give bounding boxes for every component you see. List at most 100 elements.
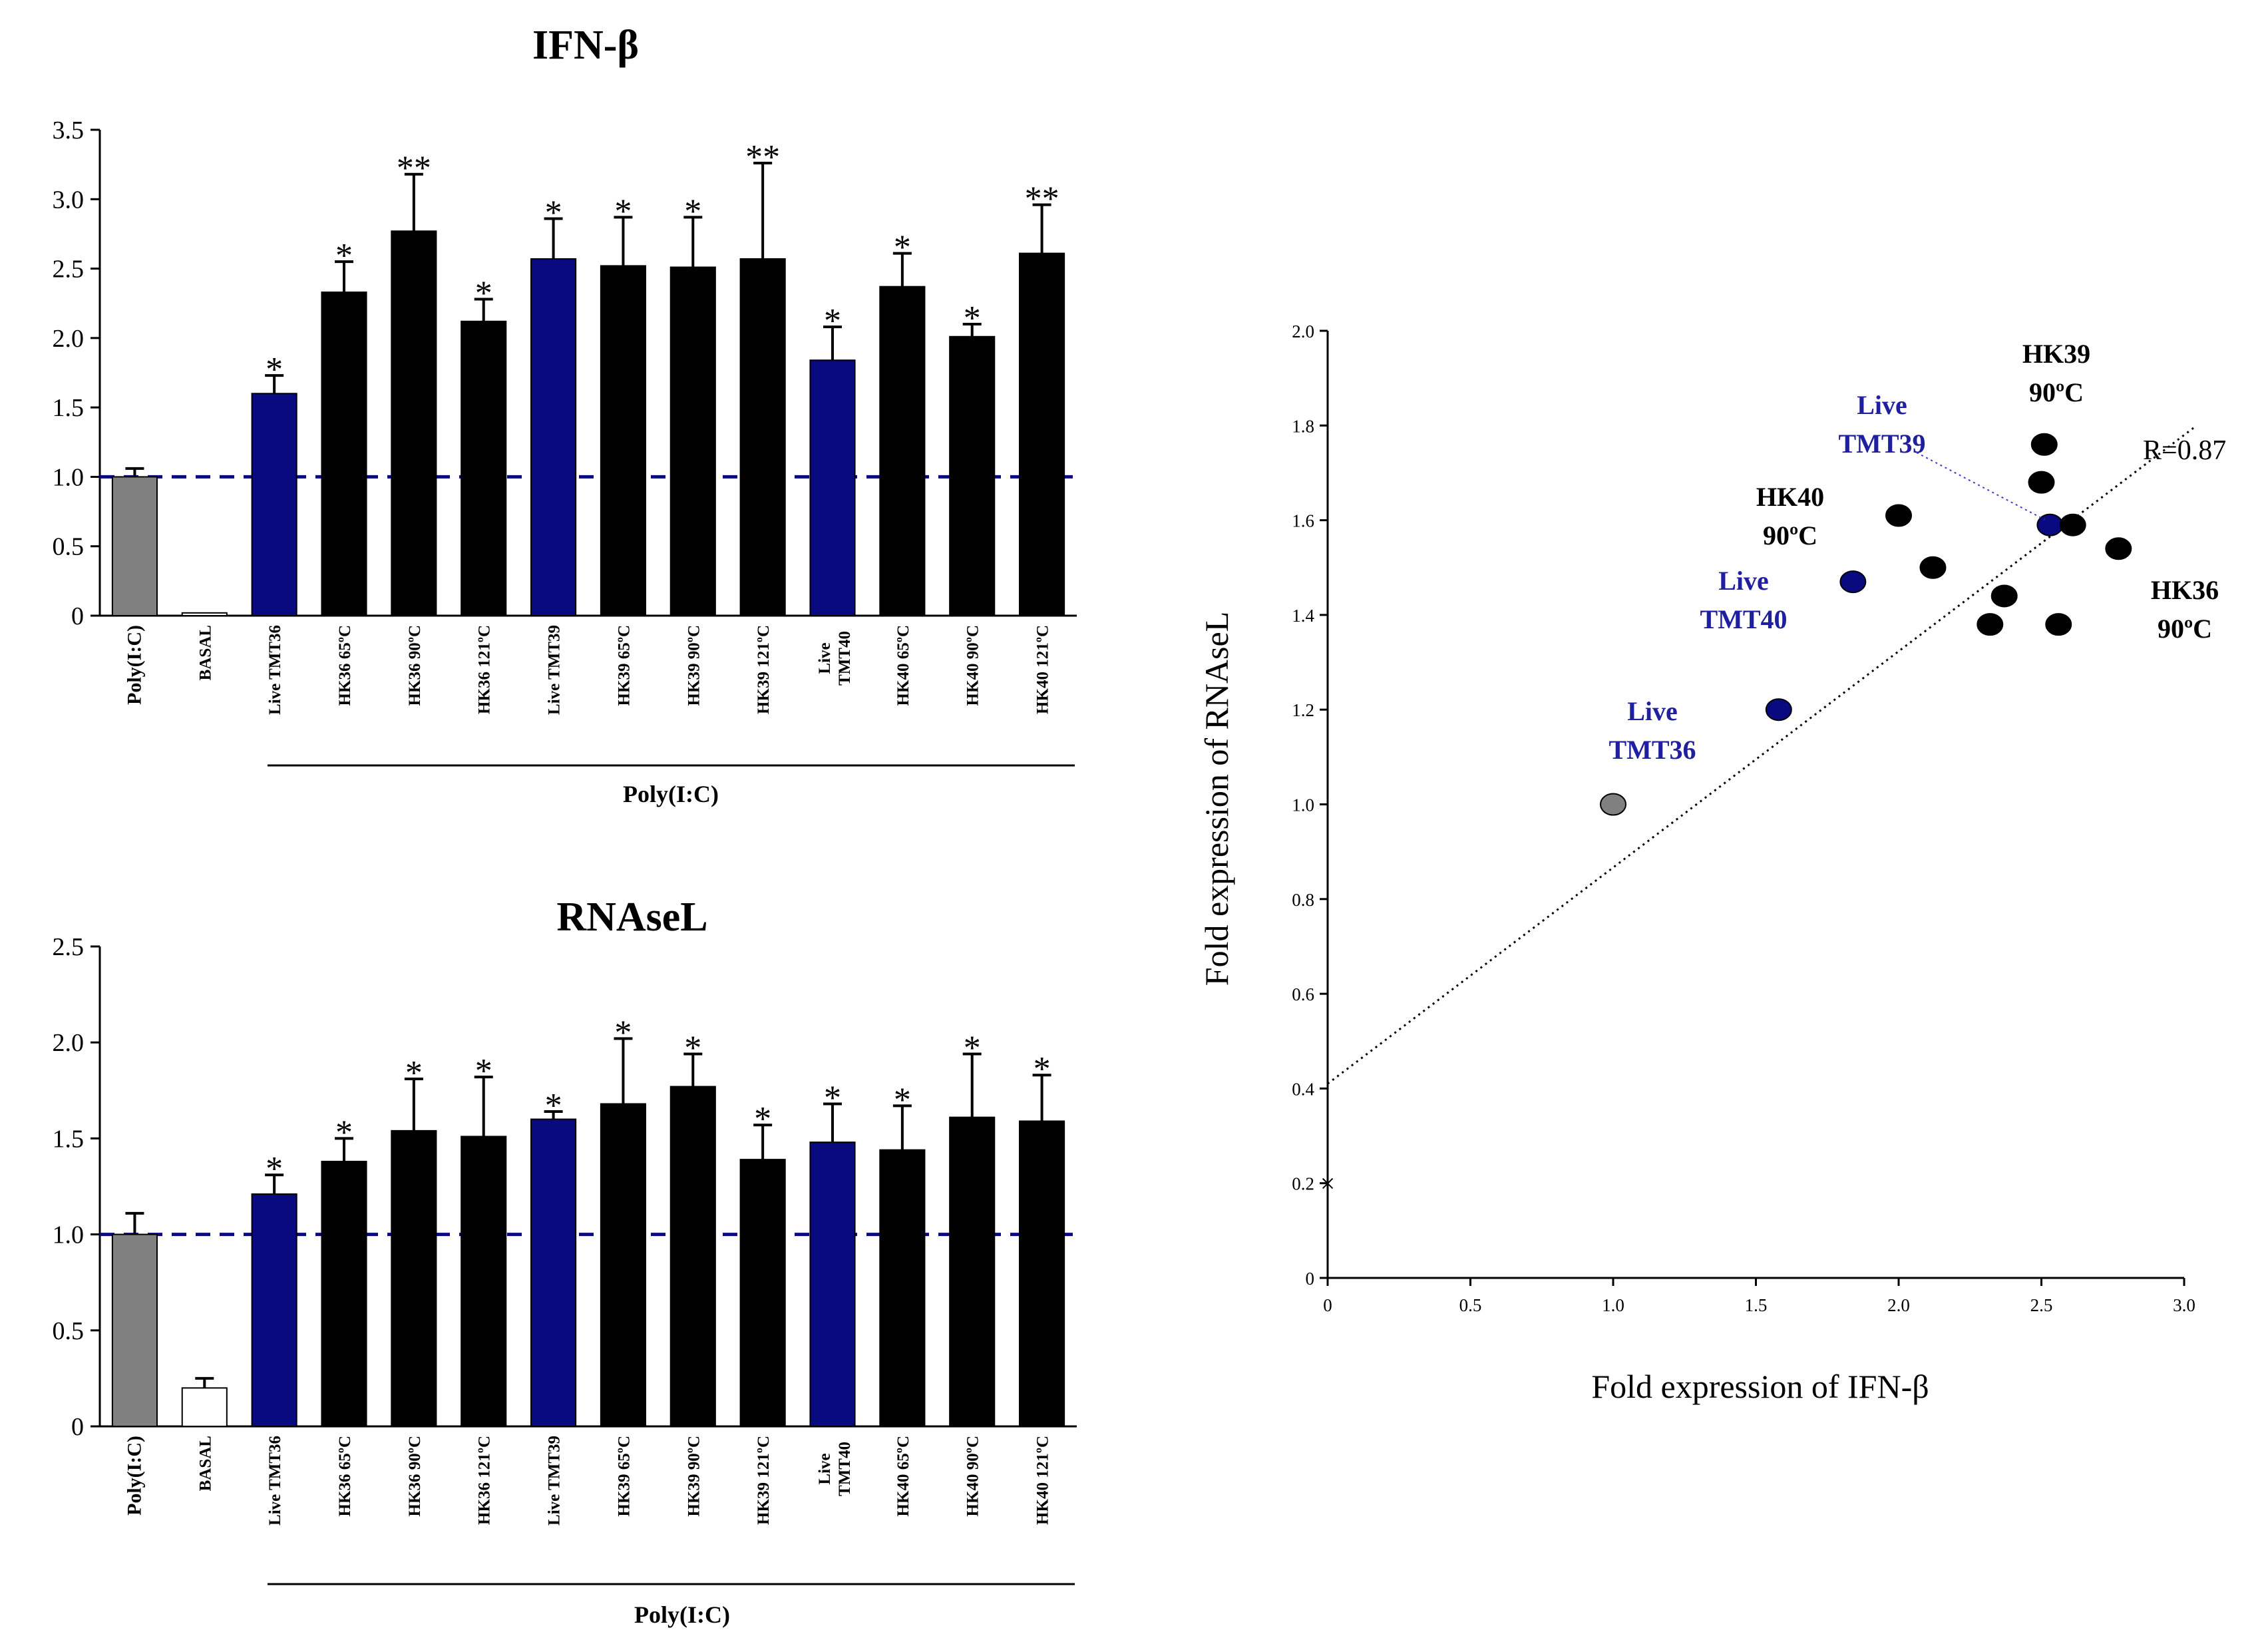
significance-marker: * [894, 229, 911, 267]
category-label: HK40 121ºC [1034, 1436, 1052, 1525]
category-label: HK36 121ºC [476, 1436, 494, 1525]
category-label: HK40 90ºC [964, 1436, 982, 1516]
ifn-beta-bar-chart: IFN-β ****** * ******** 00.51.01.52.02.53.… [53, 23, 1077, 807]
y-tick-label: 0 [71, 602, 84, 630]
y-tick-label: 2.0 [53, 1029, 85, 1057]
significance-marker: * [894, 1081, 911, 1119]
significance-marker: * [545, 194, 562, 232]
scatter-y-tick-label: 0.8 [1292, 890, 1314, 910]
scatter-y-tick-label: 0.4 [1292, 1079, 1314, 1099]
category-label: Live TMT36 [266, 625, 284, 715]
bar [530, 1118, 577, 1428]
scatter-point [2030, 433, 2058, 456]
y-tick-label: 2.5 [53, 256, 85, 284]
point-annotation: TMT40 [1700, 604, 1787, 634]
category-label: HK36 65ºC [336, 625, 354, 706]
bar [530, 258, 577, 616]
significance-marker: * [824, 1079, 841, 1117]
bar [739, 258, 786, 616]
category-label: HK40 90ºC [964, 625, 982, 706]
category-label: TMT40 [836, 631, 854, 686]
scatter-point [2059, 513, 2086, 536]
category-label: TMT40 [836, 1442, 854, 1496]
category-label: HK40 121ºC [1034, 625, 1052, 714]
scatter-point [1977, 613, 2004, 636]
bar [461, 1135, 507, 1427]
scatter-point [1765, 698, 1792, 721]
bar [600, 265, 646, 616]
bar [111, 476, 158, 617]
scatter-x-tick-label: 1.5 [1745, 1295, 1768, 1315]
bar [879, 286, 926, 616]
scatter-x-tick-label: 0 [1323, 1295, 1332, 1315]
bar [321, 292, 367, 616]
point-annotation: TMT36 [1608, 735, 1696, 765]
scatter-point [2045, 613, 2072, 636]
scatter-point [2028, 471, 2055, 494]
significance-marker: * [335, 237, 353, 275]
bar [739, 1159, 786, 1428]
bar [181, 1387, 228, 1428]
trendline-r-label: R=0.87 [2143, 435, 2226, 466]
rnasel-group-label: Poly(I:C) [634, 1601, 730, 1628]
category-label: HK36 90ºC [406, 625, 424, 706]
scatter-point [1990, 584, 2018, 608]
category-label: HK39 90ºC [685, 1436, 703, 1516]
bar [1019, 252, 1065, 616]
bar [669, 266, 716, 616]
y-tick-label: 1.5 [53, 394, 85, 422]
scatter-point [1839, 570, 1867, 594]
bar [949, 335, 996, 616]
bar [879, 1149, 926, 1427]
significance-marker: * [684, 192, 701, 230]
category-label: Live [816, 1453, 834, 1484]
significance-marker: * [475, 274, 492, 312]
rnasel-chart-title: RNAseL [556, 895, 707, 940]
category-label: HK36 90ºC [406, 1436, 424, 1516]
category-label: HK39 90ºC [685, 625, 703, 706]
origin-marker: × [1320, 1169, 1336, 1199]
bar [600, 1103, 646, 1428]
ifn-beta-group-label: Poly(I:C) [623, 781, 719, 807]
bar [391, 230, 437, 616]
significance-marker: * [266, 351, 283, 389]
category-label: BASAL [196, 625, 214, 680]
bar [669, 1086, 716, 1427]
significance-marker: * [754, 1100, 771, 1138]
category-label: Live TMT39 [546, 1436, 564, 1526]
category-label: Live TMT39 [546, 625, 564, 715]
bar [111, 1233, 158, 1427]
scatter-point [1919, 556, 1947, 579]
point-annotation: Live [1718, 566, 1769, 596]
scatter-y-axis-label: Fold expression of RNAseL [1198, 612, 1235, 986]
category-label: HK36 121ºC [476, 625, 494, 714]
scatter-x-axis-label: Fold expression of IFN-β [1591, 1368, 1929, 1405]
point-annotation: HK40 [1756, 482, 1824, 512]
significance-marker: ** [397, 150, 431, 188]
significance-marker: * [684, 1030, 701, 1068]
category-label: HK39 65ºC [615, 625, 633, 706]
category-label: HK40 65ºC [894, 1436, 912, 1516]
point-annotation: Live [1627, 696, 1678, 726]
significance-marker: * [335, 1114, 353, 1151]
ifn-beta-chart-title: IFN-β [532, 23, 639, 68]
bar [809, 359, 856, 616]
category-label: BASAL [196, 1436, 214, 1491]
y-tick-label: 0.5 [53, 1317, 85, 1345]
scatter-x-tick-label: 2.5 [2030, 1295, 2053, 1315]
scatter-x-tick-label: 3.0 [2173, 1295, 2195, 1315]
significance-marker: ** [1025, 180, 1059, 218]
scatter-y-tick-label: 1.6 [1292, 511, 1314, 531]
bar [461, 320, 507, 616]
y-tick-label: 1.0 [53, 1221, 85, 1249]
y-tick-label: 1.5 [53, 1125, 85, 1153]
category-label: HK39 121ºC [755, 1436, 773, 1525]
bar [949, 1116, 996, 1428]
y-tick-label: 3.0 [53, 186, 85, 214]
bar [321, 1161, 367, 1428]
bar [391, 1130, 437, 1427]
scatter-x-tick-label: 1.0 [1602, 1295, 1624, 1315]
scatter-x-tick-label: 2.0 [1887, 1295, 1910, 1315]
scatter-y-tick-label: 0 [1306, 1269, 1315, 1289]
